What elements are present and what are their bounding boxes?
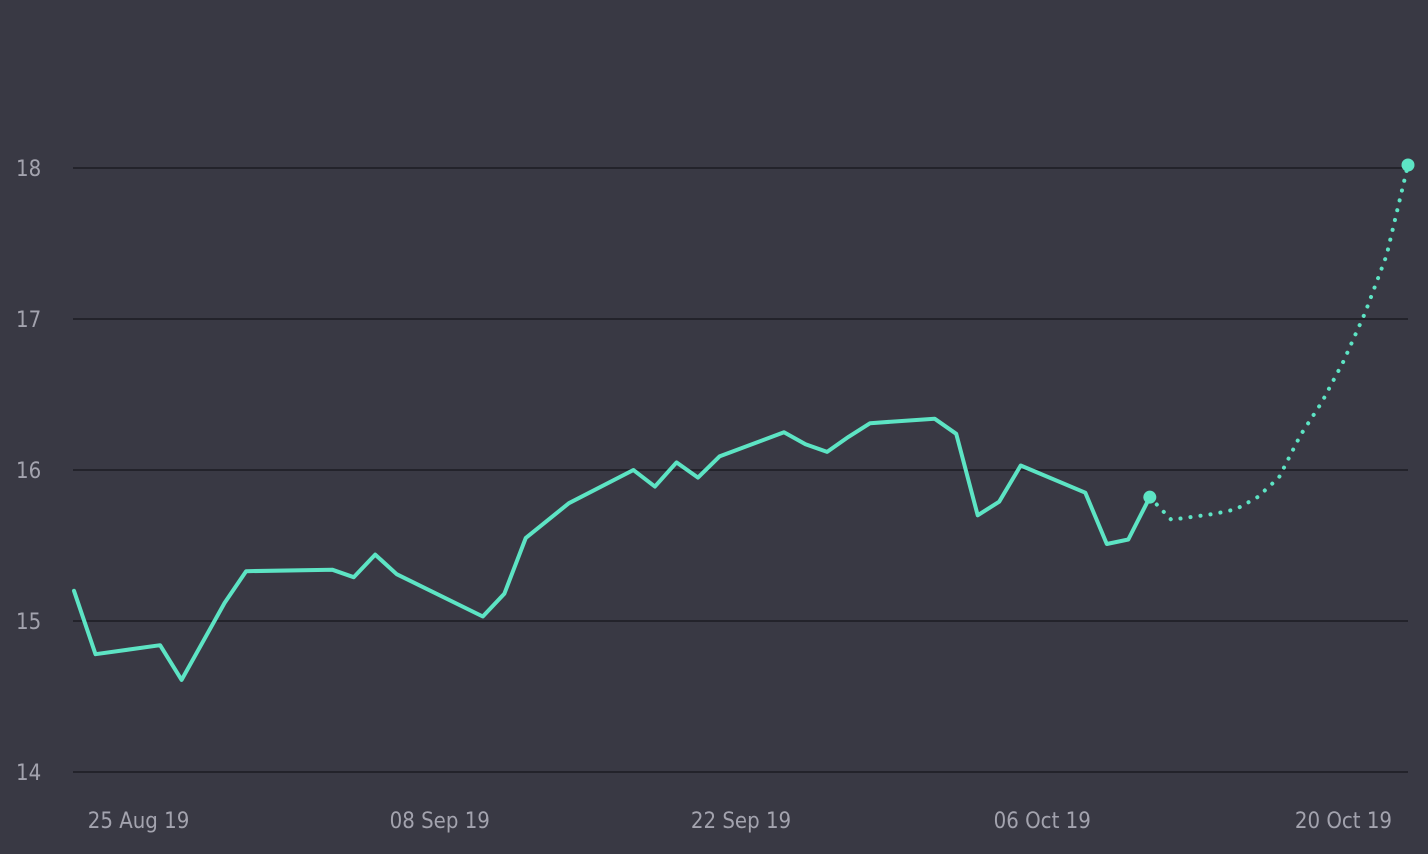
last-actual-point bbox=[1143, 490, 1157, 504]
series-lines bbox=[72, 163, 1410, 682]
y-tick-label: 17 bbox=[16, 308, 41, 333]
y-tick-label: 14 bbox=[16, 761, 41, 786]
x-tick-label: 25 Aug 19 bbox=[88, 809, 190, 834]
x-tick-label: 22 Sep 19 bbox=[691, 809, 791, 834]
x-tick-label: 08 Sep 19 bbox=[390, 809, 490, 834]
grid-lines bbox=[73, 167, 1408, 773]
series-markers bbox=[1143, 158, 1415, 504]
x-axis-ticks: 25 Aug 19 08 Sep 19 22 Sep 19 06 Oct 19 20 O… bbox=[88, 809, 1392, 834]
x-tick-label: 20 Oct 19 bbox=[1295, 809, 1392, 834]
y-tick-label: 18 bbox=[16, 157, 41, 182]
history-line bbox=[72, 416, 1152, 682]
forecast-end-point bbox=[1401, 158, 1415, 172]
y-tick-label: 16 bbox=[16, 459, 41, 484]
y-axis-ticks: 14 15 16 17 18 bbox=[16, 157, 41, 786]
forecast-line bbox=[1147, 163, 1410, 522]
x-tick-label: 06 Oct 19 bbox=[994, 809, 1091, 834]
y-tick-label: 15 bbox=[16, 610, 41, 635]
